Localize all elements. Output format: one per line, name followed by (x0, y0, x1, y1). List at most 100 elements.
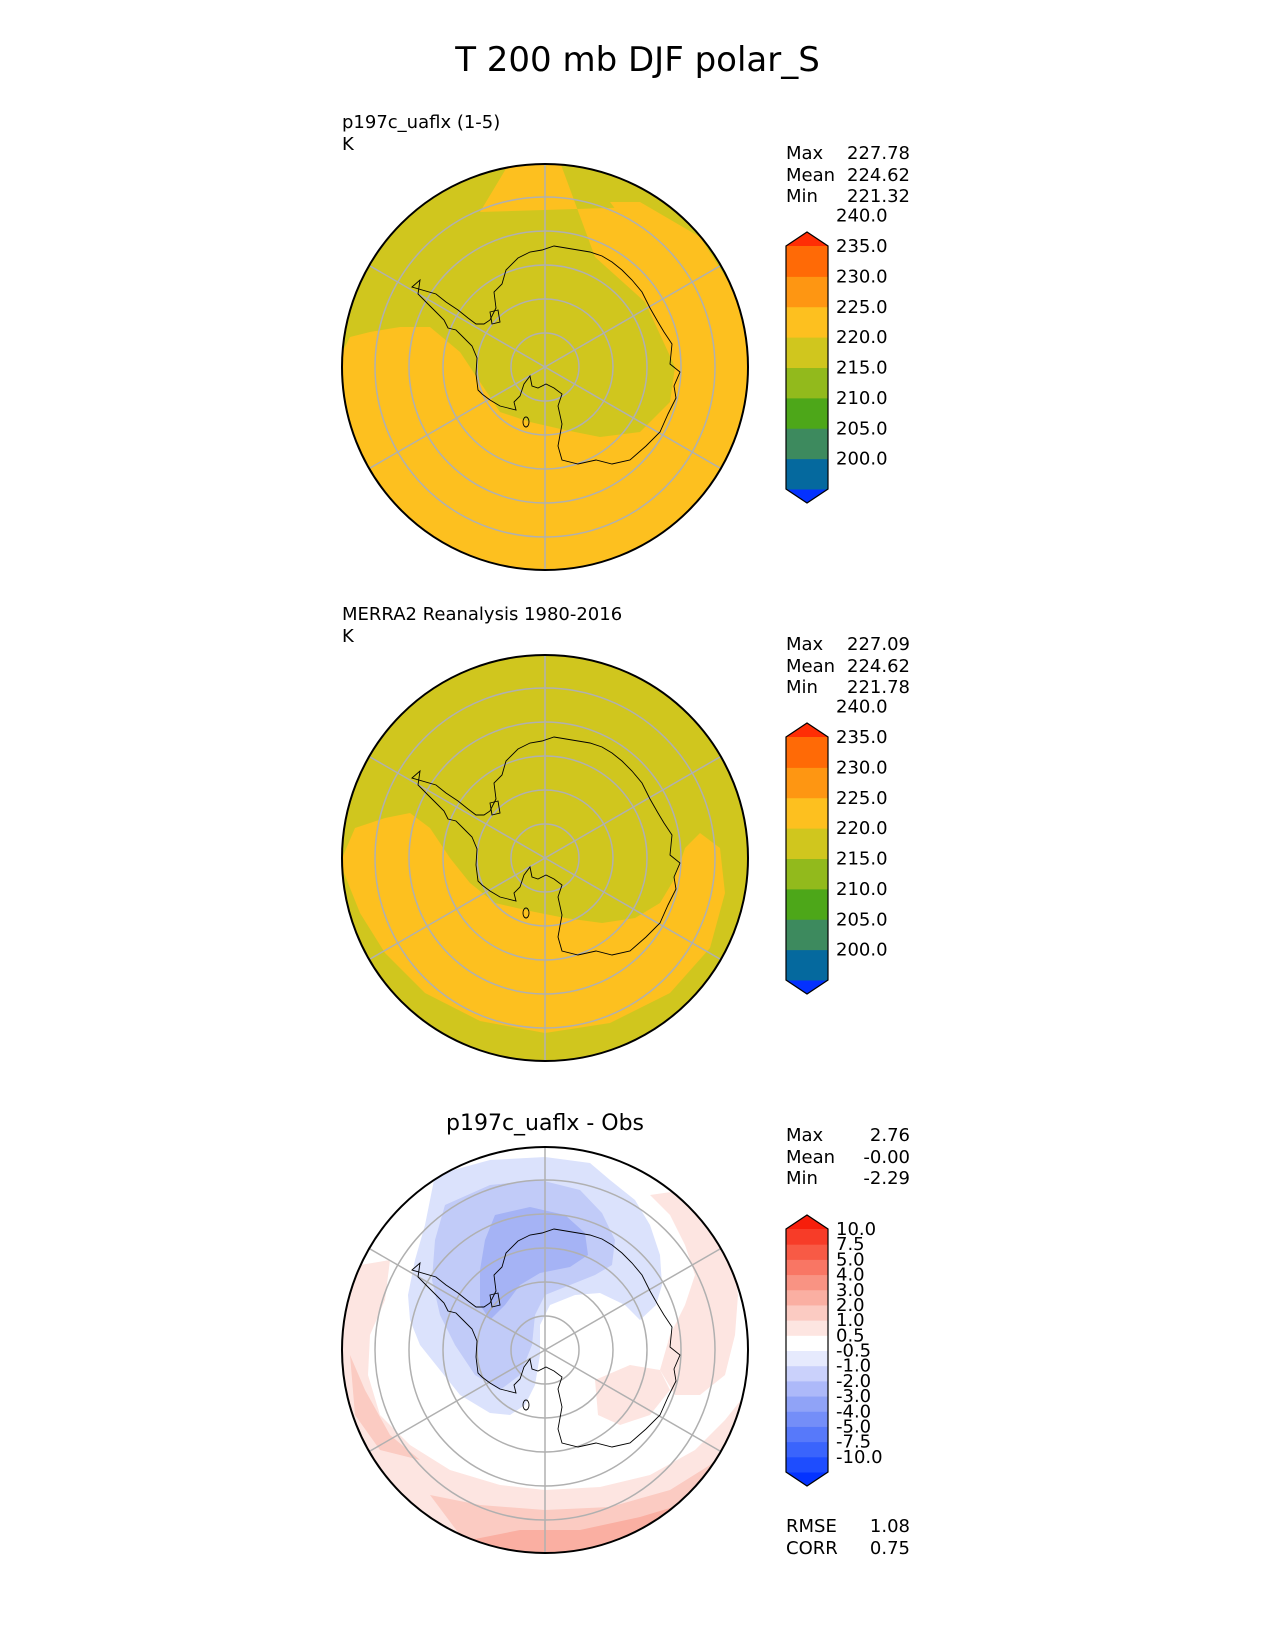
panel3-stats: Max 2.76 Mean -0.00 Min -2.29 (786, 1125, 910, 1190)
antarctica-coastline (411, 245, 681, 465)
colorbar-segment (786, 1244, 828, 1260)
panel2-map (341, 654, 749, 1062)
panel2-title-line1: MERRA2 Reanalysis 1980-2016 (342, 604, 623, 625)
meridian-120 (544, 857, 728, 964)
colorbar-tick-label: -4.0 (836, 1401, 871, 1422)
colorbar-tick-label: 210.0 (836, 388, 888, 409)
contour-neg-2-3 (480, 1207, 588, 1320)
colorbar-tick-label: 240.0 (836, 697, 888, 718)
colorbar-extend-min (786, 1472, 828, 1486)
colorbar-tick-label: -0.5 (836, 1341, 871, 1362)
colorbar-tick-label: 220.0 (836, 818, 888, 839)
panel2-units: K (342, 626, 354, 647)
meridian-300 (362, 1244, 546, 1351)
stat-mean: 224.62 (847, 164, 910, 186)
stat-mean: -0.00 (863, 1146, 910, 1168)
colorbar-tick-label: 215.0 (836, 358, 888, 379)
panel1-colorbar: 240.0 235.0 230.0 225.0 220.0 215.0 210.0 205.0… (785, 206, 888, 504)
colorbar-segment (786, 337, 828, 368)
colorbar-extend-max (786, 232, 828, 246)
stat-max: 227.78 (847, 143, 910, 164)
island-outline (489, 309, 501, 325)
colorbar-segment (786, 1396, 828, 1412)
colorbar-segment (786, 1456, 828, 1473)
colorbar-tick-label: 220.0 (836, 327, 888, 348)
colorbar-segment (786, 767, 828, 799)
colorbar-segment (786, 1320, 828, 1336)
colorbar-outline (785, 722, 829, 995)
antarctica-coastline (411, 736, 681, 956)
colorbar-segment (786, 737, 828, 768)
panel2-title: MERRA2 Reanalysis 1980-2016 K (342, 604, 622, 648)
colorbar-outline (785, 231, 829, 504)
panel1-stats: Max 227.78 Mean 224.62 Min 221.32 (786, 143, 910, 208)
map-boundary (341, 163, 749, 571)
island-outline (522, 1399, 530, 1411)
panel1-title-line1: p197c_uaflx (1-5) (342, 112, 501, 133)
metric-corr: 0.75 (869, 1537, 910, 1559)
map-boundary (341, 1146, 749, 1554)
colorbar-segment (786, 246, 828, 277)
colorbar-tick-label: 240.0 (836, 206, 888, 227)
colorbar-tick-label: -5.0 (836, 1416, 871, 1437)
colorbar-tick-label: 7.5 (836, 1234, 865, 1255)
stat-label: Min (786, 186, 818, 207)
colorbar-segment (786, 1380, 828, 1397)
colorbar-segment (786, 1350, 828, 1367)
stat-label: Mean (786, 655, 836, 677)
panel3-metrics: RMSE 1.08 CORR 0.75 (786, 1516, 910, 1559)
colorbar-segment (786, 1411, 828, 1427)
colorbar-tick-label: 210.0 (836, 879, 888, 900)
colorbar-segment (786, 858, 828, 890)
colorbar-tick-label: 10.0 (836, 1219, 876, 1240)
colorbar-segment (786, 367, 828, 399)
colorbar-segment (786, 276, 828, 308)
meridian-120 (544, 366, 728, 473)
colorbar-segment (786, 1365, 828, 1382)
colorbar-segment (786, 919, 828, 951)
stat-label: Min (786, 677, 818, 698)
map-boundary (341, 654, 749, 1062)
map-field (342, 164, 748, 570)
stat-max: 2.76 (869, 1125, 910, 1146)
colorbar-segment (786, 1229, 828, 1245)
stat-label: Mean (786, 1146, 836, 1168)
panel1-title: p197c_uaflx (1-5) K (342, 112, 500, 156)
colorbar-segment (786, 888, 828, 920)
metric-label: CORR (786, 1537, 838, 1559)
meridian-120 (544, 1349, 728, 1456)
colorbar-tick-label: 215.0 (836, 849, 888, 870)
colorbar-extend-max (786, 1215, 828, 1229)
panel1-map (341, 163, 749, 571)
map-field (342, 655, 748, 1061)
colorbar-tick-label: 205.0 (836, 418, 888, 439)
panel2-colorbar: 240.0 235.0 230.0 225.0 220.0 215.0 210.0 205.0… (785, 697, 888, 995)
metric-rmse: 1.08 (869, 1516, 910, 1537)
meridian-300 (362, 752, 546, 859)
island-outline (522, 416, 530, 428)
contour-pos-0.5-1-inner (595, 1365, 670, 1425)
colorbar-segment (786, 1289, 828, 1306)
colorbar-segment (786, 1259, 828, 1276)
contour-225-230 (342, 813, 725, 1033)
colorbar-extend-min (786, 489, 828, 503)
island-outline (489, 800, 501, 816)
antarctica-coastline (411, 1228, 681, 1448)
stat-label: Max (786, 143, 824, 164)
stat-min: 221.32 (847, 186, 910, 207)
meridian-240 (362, 857, 546, 964)
colorbar-segment (786, 1426, 828, 1443)
colorbar-tick-label: 4.0 (836, 1265, 865, 1286)
metric-label: RMSE (786, 1516, 837, 1537)
stat-max: 227.09 (847, 634, 910, 655)
island-outline (522, 907, 530, 919)
stat-label: Max (786, 634, 824, 655)
stat-label: Max (786, 1125, 824, 1146)
colorbar-tick-label: 3.0 (836, 1280, 865, 1301)
colorbar-tick-label: 2.0 (836, 1295, 865, 1316)
colorbar-tick-label: -7.5 (836, 1432, 871, 1453)
colorbar-segment (786, 306, 828, 338)
meridian-60 (544, 261, 728, 368)
meridian-300 (362, 261, 546, 368)
contour-pos-2-3-south (470, 1505, 680, 1553)
